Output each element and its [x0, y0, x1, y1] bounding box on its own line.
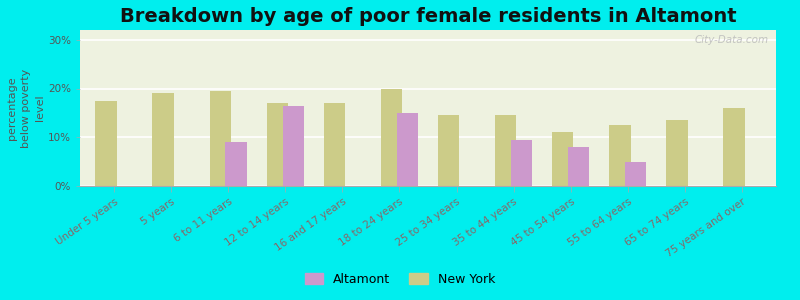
Bar [510, 140, 533, 186]
Title: Breakdown by age of poor female residents in Altamont: Breakdown by age of poor female resident… [120, 7, 736, 26]
Bar [397, 113, 418, 186]
Bar [666, 120, 687, 186]
Bar [266, 103, 288, 186]
Bar [438, 115, 459, 186]
Bar [381, 88, 402, 186]
Bar [210, 91, 231, 186]
Bar [494, 115, 517, 186]
Legend: Altamont, New York: Altamont, New York [300, 268, 500, 291]
Bar [723, 108, 745, 186]
Bar [568, 147, 590, 186]
Bar [153, 93, 174, 186]
Bar [282, 106, 304, 186]
Y-axis label: percentage
below poverty
level: percentage below poverty level [7, 68, 45, 148]
Bar [625, 162, 646, 186]
Bar [552, 132, 574, 186]
Bar [95, 101, 117, 186]
Bar [609, 125, 630, 186]
Text: City-Data.com: City-Data.com [695, 35, 769, 45]
Bar [226, 142, 247, 186]
Bar [323, 103, 346, 186]
